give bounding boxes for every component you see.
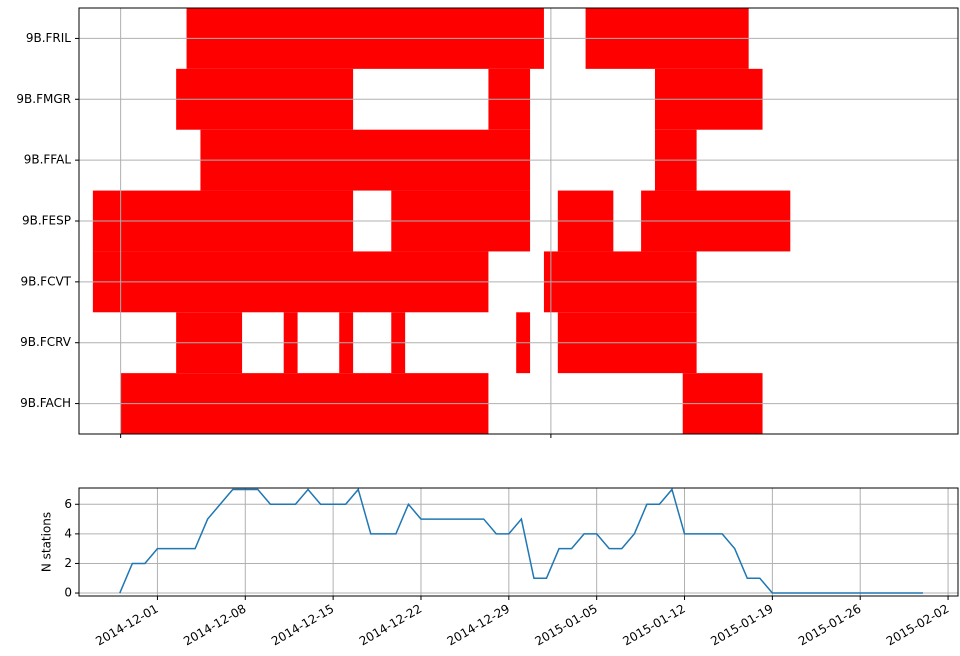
y-tick-label: 9B.FMGR	[16, 92, 71, 106]
x-tick-label: 2014-12-22	[357, 602, 424, 649]
x-tick-label: 2015-02-02	[884, 602, 951, 649]
x-tick-label: 2015-01-19	[708, 602, 775, 649]
y-tick-label: 2	[64, 556, 72, 570]
x-tick-label: 2014-12-01	[93, 602, 160, 649]
y-tick-label: 9B.FACH	[20, 396, 71, 410]
y-tick-label: 6	[64, 497, 72, 511]
x-tick-label: 2014-12-29	[445, 602, 512, 649]
y-tick-label: 9B.FCVT	[20, 274, 71, 288]
y-axis-label: N stations	[40, 512, 54, 572]
y-tick-label: 9B.FCRV	[20, 335, 72, 349]
x-tick-label: 2015-01-05	[533, 602, 600, 649]
axes-frame	[78, 7, 959, 435]
x-tick-label: 2014-12-15	[269, 602, 336, 649]
y-tick-label: 9B.FESP	[22, 214, 71, 228]
y-tick-label: 4	[64, 526, 72, 540]
x-tick-label: 2015-01-12	[620, 602, 687, 649]
x-tick-label: 2015-01-26	[796, 602, 863, 649]
y-tick-label: 9B.FRIL	[26, 31, 71, 45]
n-stations-line	[119, 487, 923, 594]
x-tick-label: 2014-12-08	[181, 602, 248, 649]
axes-frame	[78, 487, 959, 597]
y-tick-label: 0	[64, 586, 72, 600]
y-tick-label: 9B.FFAL	[24, 153, 72, 167]
